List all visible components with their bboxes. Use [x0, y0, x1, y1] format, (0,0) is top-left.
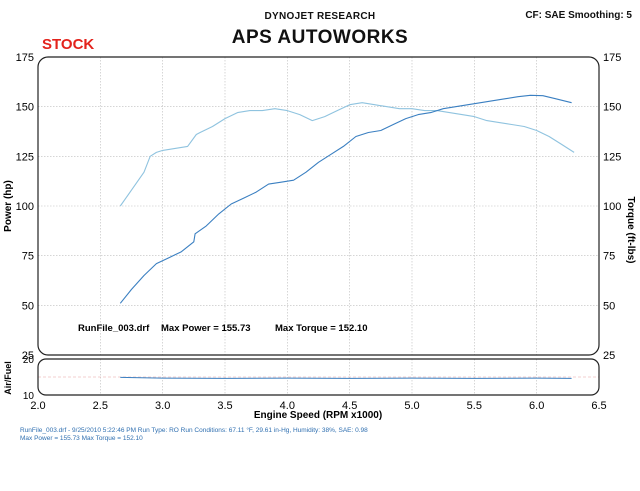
main-plot-frame — [37, 56, 600, 356]
x-axis-label: Engine Speed (RPM x1000) — [254, 410, 382, 421]
stock-label: STOCK — [42, 36, 95, 53]
y-tick-label: 75 — [22, 251, 34, 263]
brand-label: DYNOJET RESEARCH — [264, 11, 376, 22]
x-axis-ticks: 2.0 2.5 3.0 3.5 4.0 4.5 5.0 5.5 6.0 6.5 — [30, 400, 606, 412]
y2-tick-label: 100 — [603, 201, 621, 213]
x-tick-label: 2.0 — [30, 400, 45, 412]
y-tick-label: 50 — [22, 300, 34, 312]
y2-axis-label: Torque (ft-lbs) — [625, 196, 636, 263]
y2-tick-label: 75 — [603, 251, 615, 263]
series-line-power — [119, 94, 572, 304]
series-group — [119, 94, 575, 379]
series-line-airfuel — [120, 376, 572, 379]
airfuel-axis-ticks: 10 20 — [23, 355, 35, 402]
max-power-annotation: Max Power = 155.73 — [161, 323, 251, 334]
airfuel-tick-label: 20 — [23, 355, 35, 366]
y-tick-label: 100 — [16, 201, 34, 213]
airfuel-axis-label: Air/Fuel — [3, 361, 13, 395]
run-conditions-footer: RunFile_003.drf - 9/25/2010 5:22:46 PM R… — [20, 427, 368, 443]
airfuel-grid — [38, 359, 599, 395]
main-grid — [38, 57, 599, 355]
x-tick-label: 3.5 — [217, 400, 232, 412]
y2-tick-label: 150 — [603, 102, 621, 114]
chart-title: APS AUTOWORKS — [231, 27, 409, 48]
airfuel-plot-frame — [37, 358, 600, 396]
footer-line-1: RunFile_003.drf - 9/25/2010 5:22:46 PM R… — [20, 427, 368, 434]
y-tick-label: 25 — [22, 350, 34, 362]
right-axis-ticks: 25 50 75 100 125 150 175 — [603, 52, 621, 362]
runfile-annotation: RunFile_003.drf — [78, 323, 150, 334]
x-tick-label: 5.5 — [467, 400, 482, 412]
x-tick-label: 3.0 — [155, 400, 170, 412]
y2-tick-label: 175 — [603, 52, 621, 64]
x-tick-label: 4.5 — [342, 400, 357, 412]
y-tick-label: 175 — [16, 52, 34, 64]
y2-tick-label: 50 — [603, 300, 615, 312]
y2-tick-label: 125 — [603, 151, 621, 163]
x-tick-label: 6.0 — [529, 400, 544, 412]
left-axis-ticks: 25 50 75 100 125 150 175 — [16, 52, 34, 362]
y-axis-label: Power (hp) — [3, 180, 14, 232]
series-line-torque — [119, 102, 575, 207]
y2-tick-label: 25 — [603, 350, 615, 362]
y-tick-label: 125 — [16, 151, 34, 163]
y-tick-label: 150 — [16, 102, 34, 114]
x-tick-label: 2.5 — [93, 400, 108, 412]
x-tick-label: 5.0 — [404, 400, 419, 412]
max-torque-annotation: Max Torque = 152.10 — [275, 323, 368, 334]
airfuel-tick-label: 10 — [23, 391, 35, 402]
settings-label: CF: SAE Smoothing: 5 — [525, 10, 632, 21]
footer-line-2: Max Power = 155.73 Max Torque = 152.10 — [20, 435, 143, 442]
x-tick-label: 6.5 — [591, 400, 606, 412]
x-tick-label: 4.0 — [280, 400, 295, 412]
